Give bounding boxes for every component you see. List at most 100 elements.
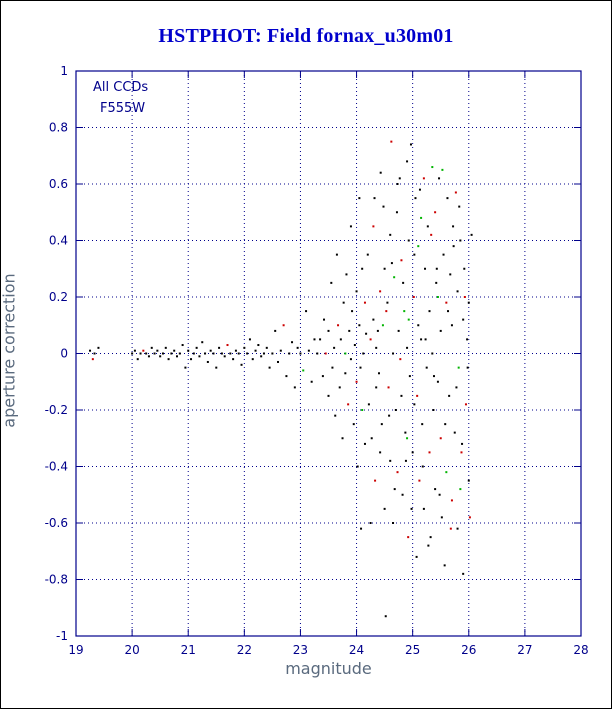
data-point	[379, 290, 382, 293]
data-point	[420, 216, 423, 219]
data-point	[296, 346, 299, 349]
data-point	[404, 459, 407, 462]
data-point	[418, 188, 421, 191]
data-point	[436, 296, 439, 298]
data-point	[265, 346, 268, 349]
data-point	[373, 197, 376, 200]
data-point	[435, 281, 438, 284]
data-point	[412, 296, 415, 298]
data-point	[327, 329, 330, 332]
data-point	[456, 527, 459, 530]
data-point	[251, 358, 254, 361]
data-point	[335, 253, 338, 256]
annotation-all-ccds: All CCDs	[93, 80, 149, 95]
y-tick-label: 0	[60, 347, 68, 361]
data-point	[156, 349, 159, 352]
data-point	[178, 352, 181, 355]
data-point	[420, 338, 423, 341]
data-point	[347, 403, 350, 406]
data-point	[384, 615, 387, 618]
data-point	[413, 253, 416, 256]
data-point	[430, 233, 433, 236]
data-point	[440, 516, 443, 519]
data-point	[195, 346, 198, 349]
data-point	[414, 197, 417, 200]
data-point	[316, 352, 319, 355]
data-point	[153, 352, 156, 355]
data-point	[337, 324, 340, 327]
data-point	[360, 527, 363, 530]
data-point	[417, 245, 420, 248]
x-tick-label: 27	[517, 643, 532, 657]
data-point	[406, 160, 409, 163]
data-point	[206, 360, 209, 363]
data-point	[453, 431, 456, 434]
data-point	[184, 366, 187, 369]
data-point	[338, 386, 341, 389]
data-point	[142, 349, 145, 352]
data-point	[257, 344, 260, 347]
data-point	[164, 346, 167, 349]
data-point	[362, 352, 365, 355]
data-point	[131, 352, 134, 355]
data-point	[161, 352, 164, 355]
data-point	[344, 372, 347, 375]
data-point	[291, 341, 294, 344]
data-point	[324, 352, 327, 355]
data-point	[367, 403, 370, 406]
data-point	[466, 366, 469, 369]
data-point	[321, 375, 324, 378]
data-point	[463, 267, 466, 270]
data-point	[447, 310, 450, 313]
data-point	[410, 507, 413, 510]
data-point	[345, 273, 348, 276]
data-point	[456, 290, 459, 293]
y-tick-label: -0.8	[45, 573, 68, 587]
data-point	[450, 324, 453, 327]
data-point	[351, 310, 354, 313]
data-point	[452, 245, 455, 248]
data-point	[452, 225, 455, 228]
data-point	[327, 394, 330, 397]
data-point	[204, 352, 207, 355]
data-point	[390, 262, 393, 265]
data-point	[305, 310, 308, 313]
data-point	[176, 355, 178, 358]
data-point	[375, 346, 378, 349]
data-point	[383, 507, 386, 510]
data-point	[374, 479, 377, 482]
data-point	[459, 488, 462, 491]
data-point	[427, 544, 430, 547]
data-point	[390, 140, 393, 143]
data-point	[422, 177, 425, 180]
data-point	[262, 352, 265, 355]
data-point	[91, 358, 94, 361]
data-point	[402, 281, 405, 284]
data-point	[387, 386, 390, 389]
data-point	[192, 352, 195, 355]
data-point	[381, 324, 384, 327]
data-point	[229, 352, 232, 355]
data-point	[446, 197, 449, 200]
data-point	[97, 346, 100, 349]
data-point	[449, 527, 452, 530]
y-tick-label: -1	[56, 629, 68, 643]
data-point	[386, 301, 389, 304]
data-point	[215, 366, 218, 369]
data-point	[379, 451, 382, 454]
data-point	[353, 344, 356, 347]
data-point	[359, 366, 362, 369]
data-point	[331, 366, 334, 369]
data-point	[467, 479, 470, 482]
x-tick-label: 19	[68, 643, 83, 657]
data-point	[89, 349, 92, 352]
data-point	[159, 355, 162, 358]
data-point	[310, 380, 313, 383]
data-point	[407, 536, 410, 539]
data-point	[173, 349, 176, 352]
data-point	[429, 536, 432, 539]
data-point	[425, 366, 428, 369]
data-point	[441, 168, 444, 171]
data-point	[397, 329, 400, 332]
